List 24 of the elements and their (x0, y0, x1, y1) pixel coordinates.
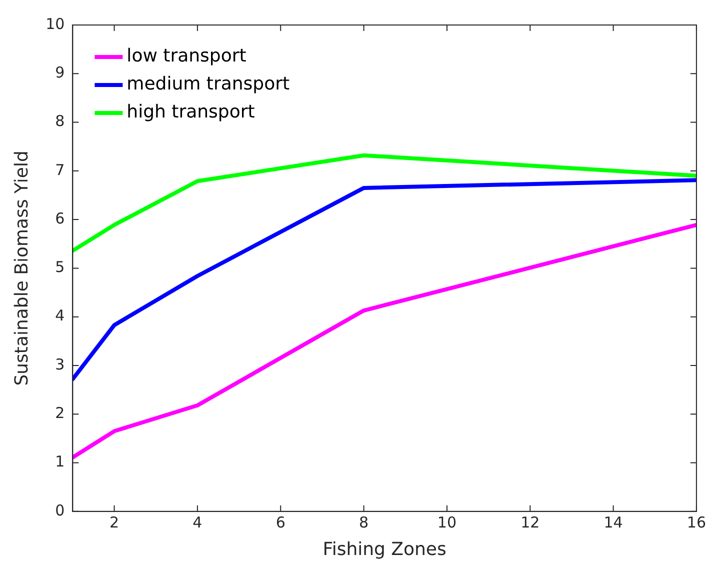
y-tick-label: 7 (55, 160, 65, 179)
x-tick-label: 4 (192, 513, 202, 532)
y-tick-label: 2 (55, 404, 65, 422)
legend-label: medium transport (126, 74, 290, 95)
x-axis-title: Fishing Zones (322, 538, 446, 560)
y-tick-label: 10 (46, 14, 65, 33)
x-tick-label: 14 (604, 513, 623, 532)
y-tick-label: 3 (55, 355, 65, 374)
x-tick-label: 10 (437, 513, 456, 532)
y-tick-label: 9 (55, 64, 65, 82)
x-tick-label: 16 (686, 513, 706, 532)
x-tick-label: 8 (359, 513, 369, 532)
y-tick-label: 6 (55, 209, 65, 228)
legend-label: high transport (126, 102, 255, 123)
y-tick-label: 1 (55, 452, 65, 471)
x-tick-label: 2 (110, 513, 120, 532)
y-axis-title: Sustainable Biomass Yield (11, 150, 32, 386)
y-tick-label: 5 (55, 258, 65, 276)
x-tick-label: 6 (276, 513, 286, 532)
y-tick-label: 8 (55, 112, 65, 130)
y-tick-label: 4 (55, 306, 65, 325)
y-tick-label: 0 (55, 501, 65, 520)
legend-label: low transport (126, 46, 246, 67)
x-tick-label: 12 (520, 513, 540, 532)
